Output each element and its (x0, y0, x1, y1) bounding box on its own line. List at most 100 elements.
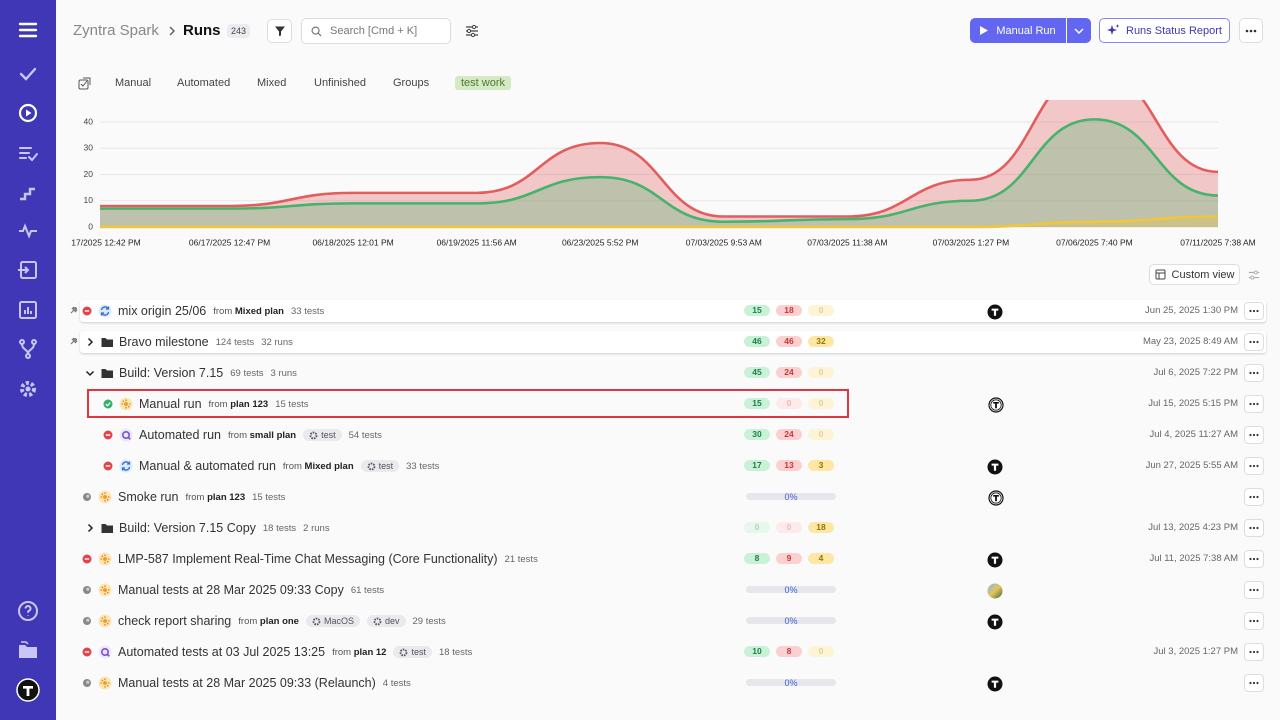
plan-name[interactable]: plan 12 (353, 646, 387, 658)
result-count: 9 (776, 553, 802, 564)
pin-icon[interactable] (69, 305, 79, 315)
row-more-button[interactable] (1244, 457, 1264, 475)
assignee-avatar[interactable] (987, 676, 1003, 692)
nav-settings[interactable] (16, 377, 40, 401)
nav-tests[interactable] (16, 62, 40, 86)
test-count: 15 tests (275, 398, 309, 410)
row-more-button[interactable] (1244, 519, 1264, 537)
plan-name[interactable]: plan 123 (207, 491, 246, 503)
run-name[interactable]: LMP-587 Implement Real-Time Chat Messagi… (118, 552, 498, 566)
search-box[interactable]: Search [Cmd + K] (301, 18, 451, 44)
tab[interactable]: Groups (393, 77, 430, 89)
nav-branches[interactable] (16, 337, 40, 361)
assignee-avatar[interactable] (988, 397, 1004, 413)
row-more-button[interactable] (1244, 674, 1264, 692)
run-type-icon (119, 428, 133, 442)
plan-name[interactable]: plan 123 (230, 398, 269, 410)
status-report-button[interactable]: Runs Status Report (1099, 18, 1230, 43)
progress-track (746, 617, 836, 624)
custom-view-button[interactable]: Custom view (1149, 264, 1240, 285)
x-tick-label: 07/03/2025 1:27 PM (933, 237, 1010, 247)
tag-chip: MacOS (305, 615, 360, 627)
x-tick-label: 06/17/2025 12:47 PM (189, 237, 270, 247)
run-name[interactable]: Automated tests at 03 Jul 2025 13:25 (118, 645, 326, 659)
nav-files[interactable] (16, 638, 40, 662)
row-more-button[interactable] (1244, 612, 1264, 630)
row-more-button[interactable] (1244, 395, 1264, 413)
assignee-avatar[interactable] (987, 459, 1003, 475)
menu-icon[interactable] (16, 18, 40, 42)
expand-toggle[interactable] (84, 522, 96, 534)
row-more-button[interactable] (1244, 488, 1264, 506)
page-title: Runs (183, 22, 221, 39)
icon-part (309, 431, 318, 439)
pin-icon[interactable] (69, 336, 79, 346)
row-more-button[interactable] (1244, 333, 1264, 351)
nav-help[interactable] (16, 599, 40, 623)
tab[interactable]: Manual (115, 77, 152, 89)
nav-import[interactable] (16, 258, 40, 282)
icon-part (19, 301, 37, 319)
header-more-button[interactable] (1239, 18, 1263, 43)
assignee-avatar[interactable] (987, 583, 1003, 599)
series-area (100, 216, 1218, 227)
run-name[interactable]: Manual & automated run (139, 459, 276, 473)
nav-analytics[interactable] (16, 298, 40, 322)
run-type-icon (98, 490, 112, 504)
run-name[interactable]: Smoke run (118, 490, 179, 504)
assignee-avatar[interactable] (988, 490, 1004, 506)
row-more-button[interactable] (1244, 302, 1264, 320)
run-name[interactable]: Bravo milestone (119, 335, 209, 349)
plan-name[interactable]: plan one (259, 615, 299, 627)
tab[interactable]: Unfinished (314, 77, 366, 89)
project-name[interactable]: Zyntra Spark (73, 22, 159, 39)
run-source: from plan one (238, 616, 299, 627)
row-more-button[interactable] (1244, 426, 1264, 444)
expand-toggle[interactable] (84, 367, 96, 379)
run-name[interactable]: mix origin 25/06 (118, 304, 207, 318)
run-name[interactable]: Build: Version 7.15 (119, 366, 224, 380)
icon-part (119, 428, 133, 442)
run-info: LMP-587 Implement Real-Time Chat Messagi… (118, 551, 538, 567)
nav-steps[interactable] (16, 180, 40, 204)
icon-part (98, 645, 112, 659)
run-count: 2 runs (303, 522, 330, 534)
nav-pulse[interactable] (16, 219, 40, 243)
run-info: Automated run from small plan test 54 tests (139, 427, 382, 443)
row-more-button[interactable] (1244, 643, 1264, 661)
run-name[interactable]: Manual tests at 28 Mar 2025 09:33 Copy (118, 583, 344, 597)
user-avatar[interactable] (16, 678, 40, 702)
row-more-button[interactable] (1244, 364, 1264, 382)
plan-name[interactable]: small plan (249, 429, 297, 441)
manual-run-button[interactable]: Manual Run (970, 18, 1066, 43)
expand-toggle[interactable] (84, 336, 96, 348)
run-name[interactable]: Manual tests at 28 Mar 2025 09:33 (Relau… (118, 676, 376, 690)
assignee-avatar[interactable] (987, 614, 1003, 630)
run-name[interactable]: check report sharing (118, 614, 232, 628)
view-settings[interactable] (465, 24, 479, 38)
tabs-icon[interactable] (78, 77, 91, 90)
plan-name[interactable]: Mixed plan (234, 305, 284, 317)
tab[interactable]: Mixed (257, 77, 287, 89)
tab[interactable]: Automated (177, 77, 231, 89)
row-more-button[interactable] (1244, 581, 1264, 599)
run-name[interactable]: Build: Version 7.15 Copy (119, 521, 256, 535)
run-name[interactable]: Manual run (139, 397, 202, 411)
row-more-button[interactable] (1244, 550, 1264, 568)
assignee-avatar[interactable] (987, 304, 1003, 320)
assignee-avatar[interactable] (987, 552, 1003, 568)
nav-plans[interactable] (16, 141, 40, 165)
icon-part (1155, 272, 1165, 279)
filter-button[interactable] (267, 19, 292, 43)
icon-part (991, 308, 999, 316)
plan-name[interactable]: Mixed plan (304, 460, 354, 472)
tab-chip[interactable]: test work (455, 76, 512, 90)
icon-part (18, 22, 38, 38)
nav-runs[interactable] (16, 101, 40, 125)
run-options-button[interactable] (1067, 18, 1091, 43)
icon-part (31, 339, 37, 345)
run-type-icon (119, 397, 133, 411)
run-name[interactable]: Automated run (139, 428, 221, 442)
columns-settings[interactable] (1248, 269, 1260, 281)
icon-part (1252, 619, 1256, 623)
